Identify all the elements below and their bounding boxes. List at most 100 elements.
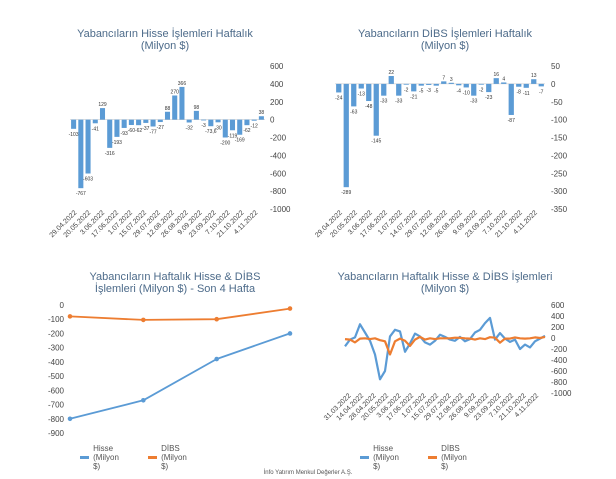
data-label: 16 <box>493 72 499 78</box>
bar <box>208 119 214 127</box>
y-tick-label: -200 <box>48 329 65 338</box>
bar <box>85 119 91 174</box>
data-label: -169 <box>235 138 245 144</box>
data-label: 270 <box>171 89 180 95</box>
data-label: -2 <box>404 88 409 94</box>
chart-title-line: Yabancıların Hisse İşlemleri Haftalık <box>77 28 253 40</box>
data-label: -145 <box>371 139 381 145</box>
data-label: -8 <box>517 90 522 96</box>
bar <box>493 78 499 84</box>
data-label: -24 <box>335 95 342 101</box>
data-label: -316 <box>105 151 115 157</box>
legend-item-hisse: Hisse (Milyon $) <box>80 444 126 471</box>
data-label: -93 <box>121 131 128 137</box>
bar <box>418 83 424 86</box>
data-label: 38 <box>259 110 265 116</box>
bar <box>107 119 113 148</box>
bar <box>351 83 357 107</box>
legend-label: DİBS (Milyon $) <box>441 444 467 471</box>
legend-swatch <box>147 456 158 459</box>
data-label: -48 <box>365 104 372 110</box>
data-label: -767 <box>76 191 86 197</box>
data-label: -41 <box>92 126 99 132</box>
bar <box>358 83 364 89</box>
bar <box>426 83 432 85</box>
data-label: -5 <box>434 89 439 95</box>
y-tick-label: -300 <box>551 187 568 196</box>
bar <box>486 83 492 93</box>
y-tick-label: 400 <box>551 312 565 321</box>
data-label: -5 <box>419 89 424 95</box>
bar <box>229 119 236 131</box>
y-tick-label: -200 <box>270 134 287 143</box>
data-label: -119 <box>228 133 238 139</box>
bar <box>186 119 192 123</box>
series-line <box>344 316 546 381</box>
chart-title: Yabancıların Haftalık Hisse & DİBS İşlem… <box>60 271 290 295</box>
bar <box>448 82 454 84</box>
data-point <box>141 317 146 323</box>
data-label: 88 <box>165 106 171 112</box>
y-tick-label: -350 <box>551 205 568 214</box>
chart-title-line: Yabancıların Haftalık Hisse & DİBS İşlem… <box>337 271 553 283</box>
bar <box>251 119 257 121</box>
bar <box>201 119 207 121</box>
legend-item-dibs: DİBS (Milyon $) <box>427 444 474 471</box>
y-tick-label: 600 <box>270 62 284 71</box>
bar <box>150 119 156 127</box>
chart-title-line: Yabancıların DİBS İşlemleri Haftalık <box>357 28 533 40</box>
legend: Hisse (Milyon $) DİBS (Milyon $) <box>360 444 474 471</box>
bar <box>456 83 462 86</box>
data-label: -33 <box>470 99 477 105</box>
chart-title-line: (Milyon $) <box>420 40 470 52</box>
chart-title-line: (Milyon $) <box>140 40 190 52</box>
chart-title: Yabancıların Haftalık Hisse & DİBS İşlem… <box>320 271 570 295</box>
bar <box>222 119 228 138</box>
bar <box>403 83 409 85</box>
data-label: 129 <box>98 102 107 108</box>
bar <box>128 119 134 125</box>
data-label: -30 <box>214 125 221 131</box>
bar <box>143 119 149 123</box>
data-label: 13 <box>531 73 537 79</box>
y-tick-label: -800 <box>551 378 568 387</box>
bar <box>538 83 544 87</box>
chart-title-line: (Milyon $) <box>420 283 470 295</box>
data-point <box>67 416 73 422</box>
data-label: 98 <box>194 105 200 111</box>
y-tick-label: -400 <box>270 151 287 160</box>
y-tick-label: 0 <box>270 116 275 125</box>
data-label: 7 <box>442 75 445 81</box>
bar <box>381 83 387 96</box>
bar <box>531 79 537 84</box>
data-label: 22 <box>388 70 394 76</box>
chart-title-line: Yabancıların Haftalık Hisse & DİBS <box>89 271 261 283</box>
data-label: -23 <box>485 95 492 101</box>
y-tick-label: -200 <box>551 151 568 160</box>
y-tick-label: -600 <box>48 386 65 395</box>
legend-swatch <box>427 456 438 459</box>
y-tick-label: -150 <box>551 134 568 143</box>
y-tick-label: 0 <box>60 301 65 310</box>
data-label: 3 <box>450 77 453 83</box>
bar <box>411 83 417 92</box>
data-label: -77 <box>149 130 156 136</box>
legend-swatch <box>80 456 90 459</box>
y-tick-label: -100 <box>48 315 65 324</box>
bar <box>92 119 98 124</box>
bar <box>164 111 171 120</box>
data-label: -73,6 <box>205 129 217 135</box>
bar <box>396 83 402 96</box>
y-tick-label: -600 <box>270 169 287 178</box>
bar <box>516 83 522 87</box>
y-tick-label: -100 <box>551 116 568 125</box>
data-label: -32 <box>186 125 193 131</box>
bar <box>193 110 199 120</box>
y-tick-label: -800 <box>270 187 287 196</box>
chart-title: Yabancıların DİBS İşlemleri Haftalık (Mi… <box>330 28 560 52</box>
series-line <box>69 307 291 321</box>
y-tick-label: -400 <box>48 358 65 367</box>
data-label: -603 <box>83 177 93 183</box>
bar <box>244 119 250 126</box>
y-tick-label: -600 <box>551 367 568 376</box>
